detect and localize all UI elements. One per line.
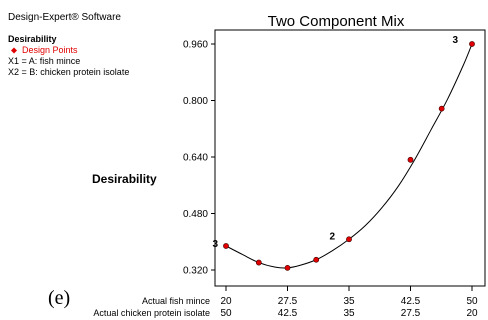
y-tick-label: 0.960 xyxy=(183,40,208,51)
software-label: Design-Expert® Software xyxy=(8,12,121,23)
design-point xyxy=(255,259,262,266)
x-tick-label-chicken-protein: 35 xyxy=(343,308,355,319)
y-tick-label: 0.640 xyxy=(183,153,208,164)
design-point-count-label: 3 xyxy=(452,35,458,46)
design-point xyxy=(407,156,414,163)
design-point-count-label: 2 xyxy=(329,231,335,242)
design-point xyxy=(313,256,320,263)
y-axis-label: Desirability xyxy=(92,172,157,186)
legend-x1: X1 = A: fish mince xyxy=(8,56,80,66)
x-tick-label-fish-mince: 42.5 xyxy=(401,296,421,307)
plot-frame xyxy=(214,29,486,287)
legend-design-points: Design Points xyxy=(22,45,78,55)
design-point xyxy=(284,264,291,271)
design-point-count-label: 3 xyxy=(212,239,218,250)
panel-label: (e) xyxy=(48,287,70,309)
x-tick-label-chicken-protein: 50 xyxy=(220,308,232,319)
x-tick-label-chicken-protein: 20 xyxy=(466,308,478,319)
x-tick-label-fish-mince: 20 xyxy=(220,296,232,307)
series-layer: 3 2 3 xyxy=(212,35,475,271)
legend-x2: X2 = B: chicken protein isolate xyxy=(8,67,129,77)
y-tick-label: 0.800 xyxy=(183,96,208,107)
design-point xyxy=(438,105,445,112)
desirability-curve xyxy=(225,43,473,269)
x-tick-label-fish-mince: 27.5 xyxy=(278,296,298,307)
y-tick-label: 0.480 xyxy=(183,209,208,220)
chart-title: Two Component Mix xyxy=(268,13,405,30)
x-tick-label-fish-mince: 50 xyxy=(466,296,478,307)
x-tick-label-fish-mince: 35 xyxy=(343,296,355,307)
x-tick-label-chicken-protein: 42.5 xyxy=(278,308,298,319)
x-tick-label-chicken-protein: 27.5 xyxy=(401,308,421,319)
design-point xyxy=(223,243,229,249)
y-axis-ticks: 0.320 0.480 0.640 0.800 0.960 xyxy=(183,40,215,277)
design-point xyxy=(469,41,475,47)
design-point xyxy=(346,236,352,243)
design-point-legend-icon xyxy=(11,47,17,54)
x-row-label-fish-mince: Actual fish mince xyxy=(142,296,210,306)
x-row-label-chicken-protein: Actual chicken protein isolate xyxy=(93,308,210,318)
y-tick-label: 0.320 xyxy=(183,266,208,277)
legend-response: Desirability xyxy=(8,34,57,44)
